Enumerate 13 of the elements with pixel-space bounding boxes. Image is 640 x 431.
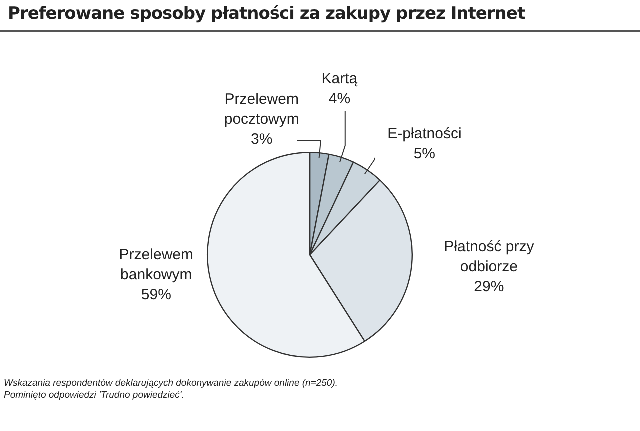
slice-label: Płatność przy odbiorze	[444, 238, 535, 276]
text: Pominięto odpowiedzi 'Trudno powiedzieć'.	[4, 390, 186, 402]
data-label: 3%	[251, 130, 273, 148]
slice-label: E-płatności	[388, 126, 462, 143]
slice-label: Przelewem pocztowym	[224, 90, 300, 128]
data-label: 5%	[414, 146, 436, 163]
text: Wskazania respondentów deklarujących dokonywanie zakupów online (n=250).	[4, 378, 338, 390]
slice-label: Kartą	[322, 70, 358, 88]
data-label: 29%	[474, 278, 504, 296]
data-label: 59%	[141, 286, 172, 304]
slice-label: Przelewem bankowym	[119, 246, 194, 284]
chart-title: Preferowane sposoby płatności za zakupy przez Internet	[8, 4, 526, 24]
data-label: 4%	[328, 90, 351, 108]
